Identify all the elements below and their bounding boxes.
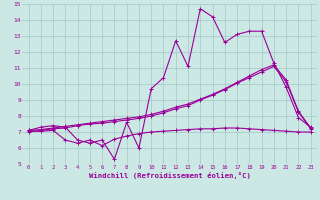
X-axis label: Windchill (Refroidissement éolien,°C): Windchill (Refroidissement éolien,°C) [89,172,251,179]
